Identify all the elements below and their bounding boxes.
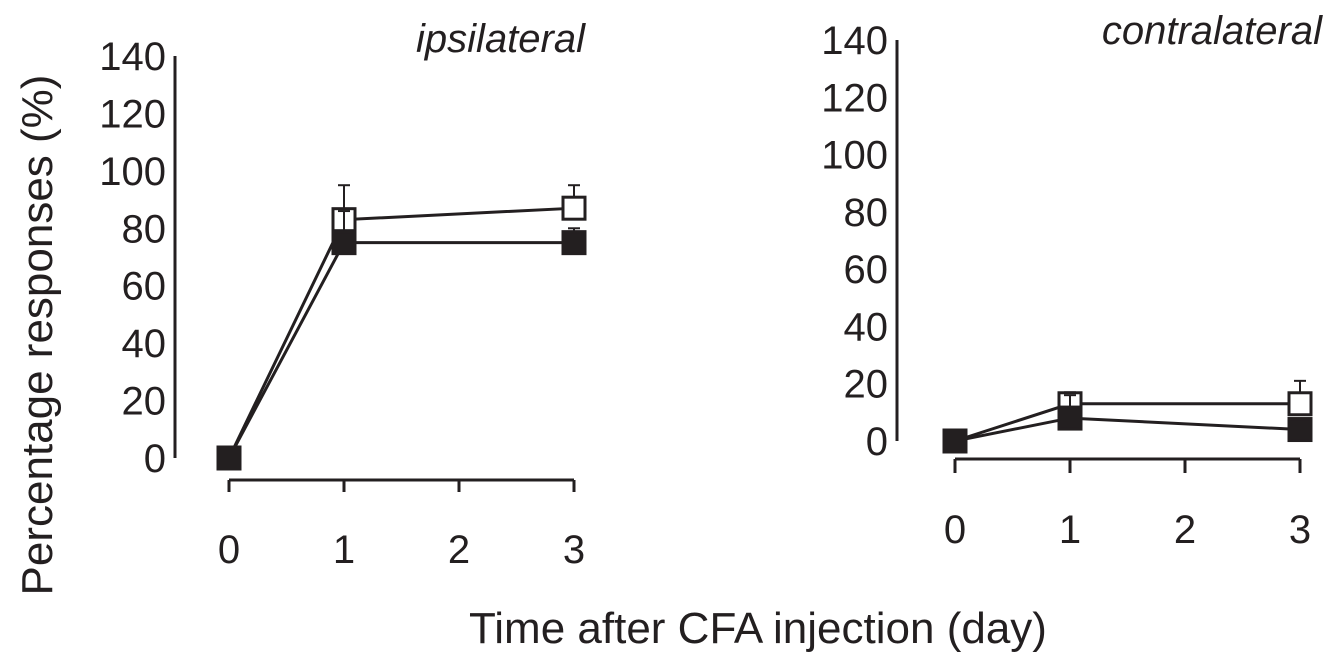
series-open-square xyxy=(216,184,587,471)
panel-title: ipsilateral xyxy=(416,17,586,61)
y-tick-label: 40 xyxy=(844,305,889,349)
y-tick-label: 20 xyxy=(122,380,167,424)
y-tick-label: 20 xyxy=(844,363,889,407)
series-filled-square xyxy=(216,210,587,471)
y-tick-label: 140 xyxy=(821,19,888,63)
data-point-filled-square xyxy=(216,445,242,471)
y-tick-label: 120 xyxy=(821,76,888,120)
y-tick-label: 80 xyxy=(844,191,889,235)
panel-title: contralateral xyxy=(1102,9,1323,53)
y-tick-label: 120 xyxy=(99,92,166,136)
y-tick-label: 100 xyxy=(821,134,888,178)
x-tick-label: 0 xyxy=(218,528,240,572)
y-tick-label: 0 xyxy=(866,420,888,464)
chart-panel-0: 0 20 40 60 80 100 120 140 0 1 2 3 ipsilateral xyxy=(99,17,587,572)
series-line xyxy=(227,206,575,459)
x-tick-label: 1 xyxy=(1059,508,1081,552)
data-point-filled-square xyxy=(561,230,587,256)
x-tick-label: 2 xyxy=(1174,508,1196,552)
y-tick-label: 40 xyxy=(122,322,167,366)
data-point-filled-square xyxy=(1287,417,1313,443)
x-axis-label: Time after CFA injection (day) xyxy=(469,604,1047,653)
x-tick-label: 2 xyxy=(448,528,470,572)
y-tick-label: 80 xyxy=(122,207,167,251)
x-tick-label: 0 xyxy=(944,508,966,552)
data-point-open-square xyxy=(1287,391,1313,417)
chart-panel-1: 0 20 40 60 80 100 120 140 0 1 2 3 contralateral xyxy=(821,9,1323,552)
data-point-filled-square xyxy=(942,428,968,454)
y-axis-label: Percentage responses (%) xyxy=(13,75,62,596)
y-tick-label: 60 xyxy=(122,265,167,309)
y-tick-label: 140 xyxy=(99,35,166,79)
x-tick-label: 3 xyxy=(1289,508,1311,552)
data-point-filled-square xyxy=(331,230,357,256)
x-tick-label: 3 xyxy=(563,528,585,572)
x-tick-label: 1 xyxy=(333,528,355,572)
data-point-filled-square xyxy=(1057,405,1083,431)
series-line xyxy=(954,416,1301,443)
y-tick-label: 100 xyxy=(99,150,166,194)
y-tick-label: 60 xyxy=(844,248,889,292)
series-filled-square xyxy=(942,394,1313,454)
series-open-square xyxy=(942,379,1313,454)
data-point-open-square xyxy=(561,195,587,221)
y-tick-label: 0 xyxy=(144,437,166,481)
